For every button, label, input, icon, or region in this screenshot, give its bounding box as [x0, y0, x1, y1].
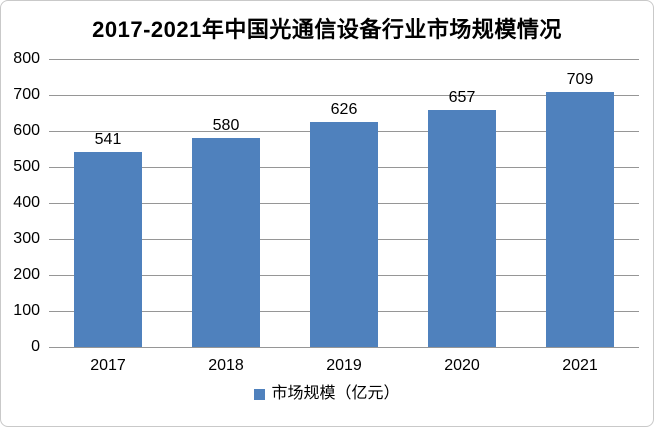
- y-axis-tick-label: 200: [13, 266, 40, 283]
- x-axis-label-2019: 2019: [326, 357, 362, 374]
- plot-area: 541 580 626 657 709: [49, 59, 639, 348]
- y-axis-tick-label: 0: [31, 338, 40, 355]
- x-axis-label-2017: 2017: [90, 357, 126, 374]
- bar-slot-2019: 626: [285, 59, 403, 347]
- bar-2018: [191, 138, 261, 347]
- bar-value-label: 709: [566, 70, 594, 88]
- bar-slot-2020: 657: [403, 59, 521, 347]
- y-axis-tick-label: 700: [13, 86, 40, 103]
- legend-swatch-icon: [254, 388, 266, 400]
- bar-value-label: 580: [212, 117, 240, 135]
- bar-slot-2021: 709: [521, 59, 639, 347]
- bar-slot-2017: 541: [49, 59, 167, 347]
- gridline-800: [49, 59, 639, 60]
- y-axis-labels: 800 700 600 500 400 300 200 100 0: [1, 51, 41, 355]
- legend-label: 市场规模（亿元）: [271, 385, 400, 402]
- gridline-0: [49, 347, 639, 348]
- bar-2021: [545, 91, 615, 347]
- y-axis-tick-label: 400: [13, 194, 40, 211]
- bar-2017: [73, 152, 143, 347]
- gridline-700: [49, 95, 639, 96]
- legend: 市场规模（亿元）: [1, 385, 653, 403]
- bar-value-label: 626: [330, 100, 358, 118]
- x-axis-label-2018: 2018: [208, 357, 244, 374]
- y-axis-tick-label: 500: [13, 158, 40, 175]
- bar-2020: [427, 110, 497, 347]
- y-axis-tick-label: 100: [13, 302, 40, 319]
- y-axis-tick-label: 800: [13, 50, 40, 67]
- y-axis-tick-label: 300: [13, 230, 40, 247]
- chart-title: 2017-2021年中国光通信设备行业市场规模情况: [92, 17, 562, 42]
- y-axis-tick-label: 600: [13, 122, 40, 139]
- bar-value-label: 541: [94, 131, 122, 149]
- bar-value-label: 657: [448, 89, 476, 107]
- x-axis-label-2021: 2021: [562, 357, 598, 374]
- x-axis-labels: 2017 2018 2019 2020 2021: [49, 357, 639, 375]
- x-axis-label-2020: 2020: [444, 357, 480, 374]
- bar-slot-2018: 580: [167, 59, 285, 347]
- bars-container: 541 580 626 657 709: [49, 59, 639, 347]
- bar-2019: [309, 121, 379, 347]
